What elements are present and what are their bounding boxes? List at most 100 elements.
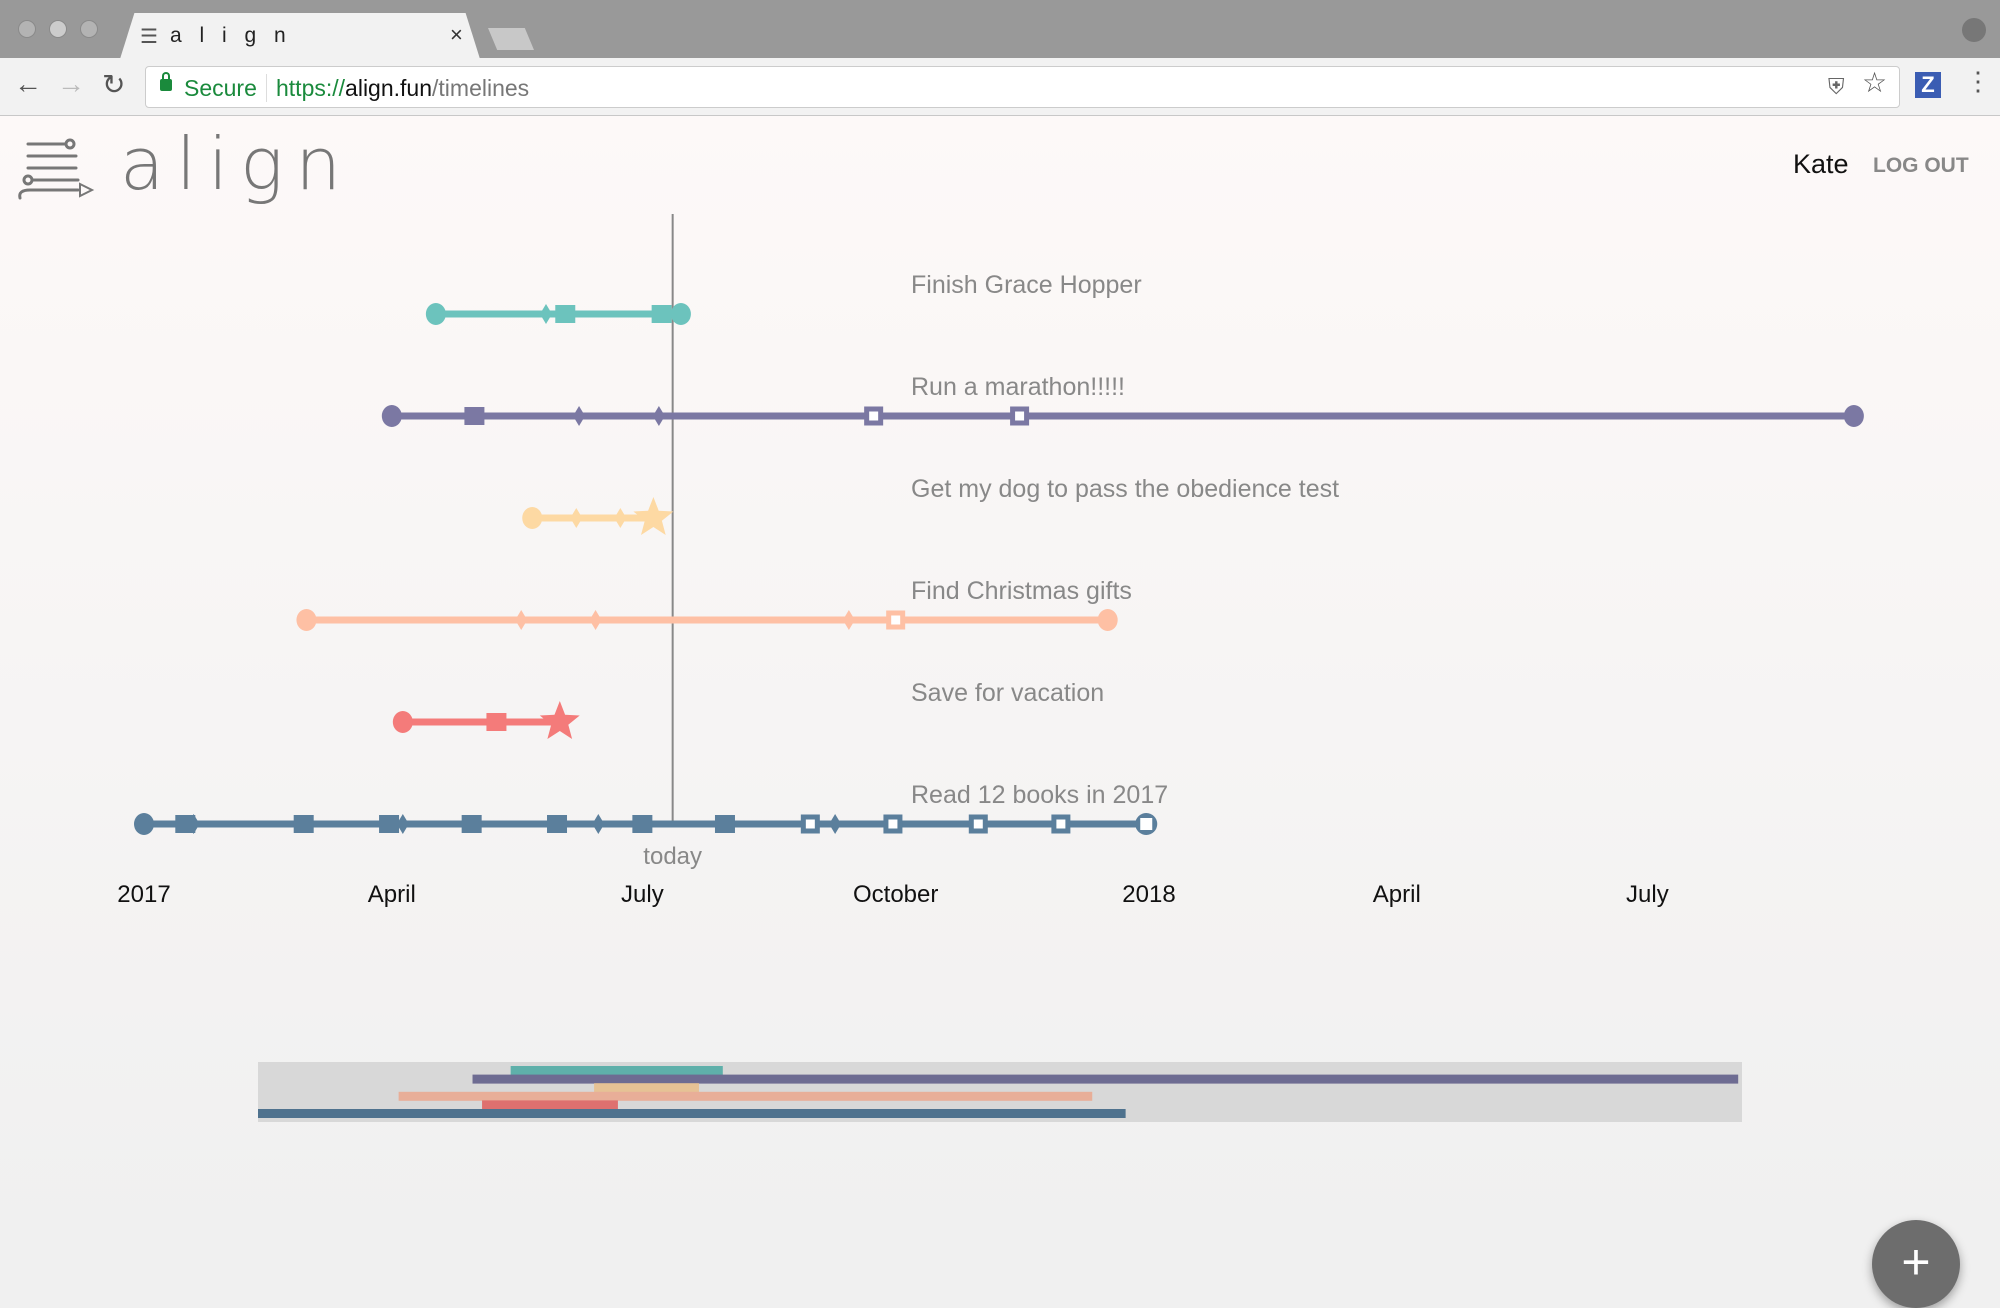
milestone-diamond[interactable]: [614, 508, 627, 528]
window-close-button[interactable]: [18, 20, 36, 38]
new-tab-button[interactable]: [488, 28, 534, 50]
minimap-bar: [482, 1100, 618, 1110]
window-minimize-button[interactable]: [49, 20, 67, 38]
milestone-circle[interactable]: [381, 405, 402, 427]
secure-label: Secure: [184, 75, 257, 101]
milestone-square[interactable]: [464, 407, 485, 425]
milestone-diamond[interactable]: [829, 814, 842, 834]
milestone-diamond[interactable]: [187, 814, 200, 834]
axis-tick-label: July: [1626, 881, 1669, 908]
tab-title: a l i g n: [170, 24, 292, 47]
milestone-open-square[interactable]: [800, 814, 820, 834]
today-label: today: [643, 843, 702, 870]
milestone-diamond[interactable]: [592, 814, 605, 834]
url-text: https://align.fun/timelines: [276, 75, 529, 102]
timeline-row[interactable]: Save for vacation: [392, 679, 1104, 739]
milestone-diamond[interactable]: [570, 508, 583, 528]
milestone-circle[interactable]: [1097, 609, 1118, 631]
milestone-circle[interactable]: [425, 303, 446, 325]
minimap-bar: [398, 1091, 1093, 1101]
milestone-square[interactable]: [714, 815, 735, 833]
extension-z-icon[interactable]: Z: [1915, 72, 1941, 98]
milestone-diamond[interactable]: [589, 610, 602, 630]
milestone-open-square[interactable]: [886, 610, 906, 630]
lock-icon: [160, 72, 172, 91]
milestone-diamond[interactable]: [540, 304, 552, 324]
milestone-square[interactable]: [461, 815, 482, 833]
shield-blocked-icon[interactable]: ⛨: [1828, 74, 1845, 99]
divider: [266, 74, 267, 102]
logout-button[interactable]: LOG OUT: [1873, 154, 1969, 177]
milestone-square[interactable]: [379, 815, 400, 833]
axis-tick-label: 2017: [117, 881, 170, 908]
timeline-row[interactable]: Get my dog to pass the obedience test: [522, 475, 1339, 535]
milestone-diamond[interactable]: [842, 610, 855, 630]
timeline-title: Find Christmas gifts: [911, 577, 1132, 605]
tab-close-icon[interactable]: ×: [450, 22, 463, 47]
address-bar[interactable]: Secure https://align.fun/timelines: [145, 66, 1900, 108]
milestone-diamond[interactable]: [573, 406, 586, 426]
more-menu-icon[interactable]: ⋮: [1965, 66, 1991, 96]
milestone-open-square[interactable]: [864, 406, 884, 426]
user-name: Kate: [1793, 149, 1849, 179]
axis-tick-label: October: [853, 881, 938, 908]
url-scheme: https://: [276, 75, 346, 101]
milestone-open-square[interactable]: [1051, 814, 1071, 834]
bookmark-star-icon[interactable]: ☆: [1862, 67, 1888, 98]
add-timeline-button[interactable]: +: [1872, 1220, 1960, 1308]
profile-icon[interactable]: [1962, 18, 1986, 42]
milestone-square[interactable]: [651, 305, 672, 323]
timeline-row[interactable]: Find Christmas gifts: [296, 577, 1132, 631]
milestone-square[interactable]: [555, 305, 576, 323]
browser-toolbar: ← → ↻ Secure https://align.fun/timelines…: [0, 58, 2000, 116]
milestone-square[interactable]: [486, 713, 507, 731]
minimap-bar: [472, 1074, 1739, 1084]
milestone-circle[interactable]: [1843, 405, 1864, 427]
window-maximize-button[interactable]: [80, 20, 98, 38]
minimap-bar: [510, 1066, 723, 1075]
timeline-title: Finish Grace Hopper: [911, 271, 1142, 299]
minimap[interactable]: [258, 1062, 1742, 1122]
logo-text[interactable]: align: [120, 122, 353, 206]
forward-icon[interactable]: →: [57, 68, 85, 99]
milestone-circle[interactable]: [296, 609, 317, 631]
timeline-title: Run a marathon!!!!!: [911, 373, 1125, 401]
milestone-square[interactable]: [632, 815, 653, 833]
milestone-open-circle-center: [1140, 818, 1153, 830]
timeline-row[interactable]: Read 12 books in 2017: [134, 781, 1168, 835]
milestone-circle[interactable]: [392, 711, 413, 733]
back-icon[interactable]: ←: [14, 68, 42, 99]
minimap-bar: [594, 1083, 699, 1093]
reload-icon[interactable]: ↻: [102, 69, 126, 100]
milestone-circle[interactable]: [522, 507, 543, 529]
timeline-title: Save for vacation: [911, 679, 1104, 707]
align-logo-icon[interactable]: [16, 134, 100, 200]
milestone-diamond[interactable]: [652, 406, 665, 426]
minimap-bar: [258, 1109, 1126, 1118]
timeline-title: Read 12 books in 2017: [911, 781, 1168, 809]
browser-tab-bar: ☰ a l i g n ×: [0, 0, 2000, 58]
timeline-row[interactable]: Finish Grace Hopper: [425, 271, 1142, 325]
milestone-open-square[interactable]: [1010, 406, 1030, 426]
timeline-chart: today 2017 April July October 2018 April July Fi…: [117, 214, 1864, 1122]
milestone-star[interactable]: [633, 497, 674, 535]
milestone-square[interactable]: [293, 815, 314, 833]
timeline-row[interactable]: Run a marathon!!!!!: [381, 373, 1864, 427]
milestone-square[interactable]: [547, 815, 568, 833]
url-path: /timelines: [432, 75, 530, 101]
timeline-title: Get my dog to pass the obedience test: [911, 475, 1339, 503]
milestone-open-square[interactable]: [968, 814, 988, 834]
axis-tick-label: April: [368, 881, 416, 908]
milestone-open-square[interactable]: [883, 814, 903, 834]
axis-tick-label: 2018: [1122, 881, 1175, 908]
axis-tick-label: April: [1373, 881, 1421, 908]
axis-tick-label: July: [621, 881, 664, 908]
milestone-circle[interactable]: [134, 813, 154, 835]
url-host: align.fun: [345, 75, 433, 101]
milestone-diamond[interactable]: [396, 814, 409, 834]
app-content: align Kate LOG OUT today 2017 April July Oct…: [0, 116, 2000, 1308]
milestone-circle[interactable]: [670, 303, 691, 325]
milestone-diamond[interactable]: [515, 610, 528, 630]
favicon-sliders-icon: ☰: [140, 26, 158, 48]
milestone-star[interactable]: [539, 701, 580, 739]
